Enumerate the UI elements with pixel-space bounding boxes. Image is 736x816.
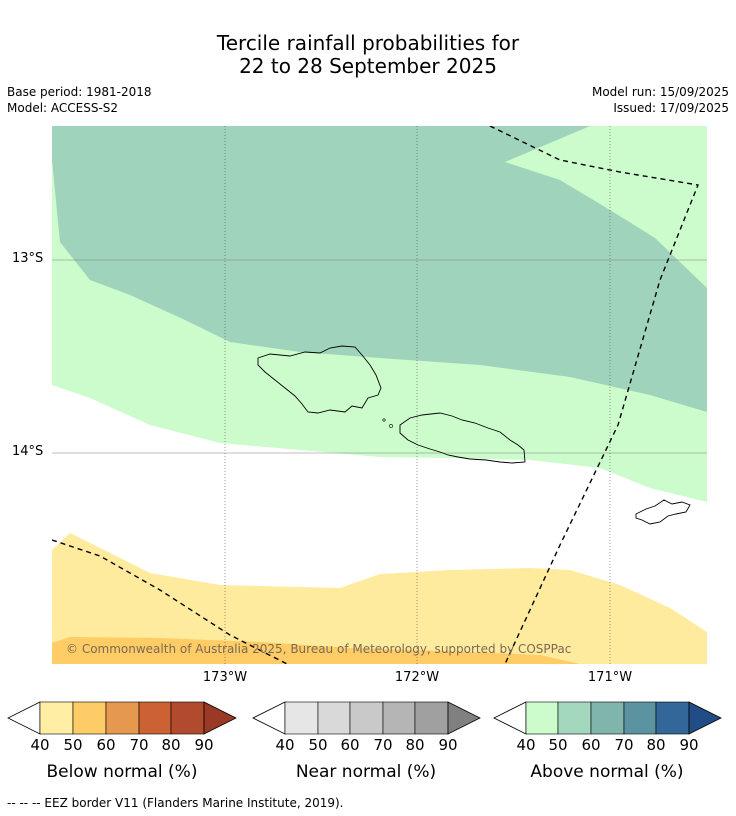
- colorbar-tick: 70: [614, 736, 634, 754]
- title-line-2: 22 to 28 September 2025: [239, 54, 497, 78]
- colorbar-tick: 40: [275, 736, 295, 754]
- issued-date: Issued: 17/09/2025: [613, 101, 729, 115]
- lon-label: 172°W: [394, 670, 440, 685]
- colorbar-tick: 50: [548, 736, 568, 754]
- model-name: Model: ACCESS-S2: [7, 101, 119, 115]
- colorbar-tick: 40: [30, 736, 50, 754]
- meta-left: Base period: 1981-2018 Model: ACCESS-S2: [7, 84, 152, 116]
- model-run: Model run: 15/09/2025: [591, 85, 729, 99]
- colorbar-below-label: Below normal (%): [46, 762, 198, 782]
- below-50-zone: [52, 637, 580, 664]
- copyright-text: © Commonwealth of Australia 2025, Bureau…: [66, 642, 571, 656]
- below-40-zone: [52, 533, 707, 664]
- colorbar-above-bin: [590, 701, 625, 735]
- savaii-island: [257, 345, 382, 414]
- colorbar-near-max-arrow: [447, 701, 481, 735]
- above-50-zone: [52, 126, 707, 412]
- colorbar-near-bin: [284, 701, 319, 735]
- colorbar-near-min-arrow: [252, 701, 286, 735]
- lat-label: 13°S: [12, 251, 44, 266]
- colorbar-tick: 90: [194, 736, 214, 754]
- colorbar-tick: 60: [340, 736, 360, 754]
- apolima-island: [382, 418, 386, 422]
- colorbar-below: [7, 701, 237, 735]
- colorbar-tick: 80: [405, 736, 425, 754]
- colorbar-above-bin: [557, 701, 592, 735]
- lat-label: 14°S: [12, 444, 44, 459]
- colorbar-tick: 90: [679, 736, 699, 754]
- colorbar-near: [252, 701, 481, 735]
- colorbar-tick: 60: [581, 736, 601, 754]
- colorbar-below-bin: [138, 701, 172, 735]
- colorbar-tick: 70: [129, 736, 149, 754]
- colorbar-tick: 80: [646, 736, 666, 754]
- colorbar-tick: 60: [96, 736, 116, 754]
- colorbar-below-max-arrow: [203, 701, 237, 735]
- tutuila-island: [635, 499, 691, 525]
- base-period: Base period: 1981-2018: [7, 85, 152, 99]
- colorbar-below-min-arrow: [7, 701, 41, 735]
- eez-border-line-west: [52, 539, 289, 664]
- colorbar-above-label: Above normal (%): [530, 762, 684, 782]
- colorbar-near-bin: [317, 701, 351, 735]
- colorbar-tick: 50: [63, 736, 83, 754]
- colorbar-tick: 50: [308, 736, 328, 754]
- lon-label: 171°W: [587, 670, 633, 685]
- colorbar-below-bin: [105, 701, 140, 735]
- colorbar-above-bin: [525, 701, 559, 735]
- colorbar-above-bin: [623, 701, 657, 735]
- colorbar-near-label: Near normal (%): [295, 762, 437, 782]
- chart-title: Tercile rainfall probabilities for 22 to…: [0, 32, 736, 78]
- colorbar-above-bin: [655, 701, 690, 735]
- colorbar-tick: 90: [438, 736, 458, 754]
- colorbar-tick: 80: [161, 736, 181, 754]
- lon-label: 173°W: [202, 670, 248, 685]
- colorbar-above: [493, 701, 722, 735]
- colorbar-near-bin: [349, 701, 384, 735]
- colorbar-below-bin: [72, 701, 107, 735]
- colorbar-below-bin: [39, 701, 74, 735]
- colorbar-above-min-arrow: [493, 701, 527, 735]
- upolu-island: [399, 412, 526, 464]
- colorbar-near-bin: [382, 701, 416, 735]
- title-line-1: Tercile rainfall probabilities for: [216, 31, 520, 55]
- meta-right: Model run: 15/09/2025 Issued: 17/09/2025: [592, 84, 729, 116]
- colorbar-near-bin: [414, 701, 449, 735]
- colorbar-tick: 70: [373, 736, 393, 754]
- colorbar-above-max-arrow: [688, 701, 722, 735]
- colorbar-below-bin: [170, 701, 205, 735]
- footnote: -- -- -- EEZ border V11 (Flanders Marine…: [7, 796, 344, 810]
- colorbar-tick: 40: [516, 736, 536, 754]
- manono-island: [389, 424, 393, 428]
